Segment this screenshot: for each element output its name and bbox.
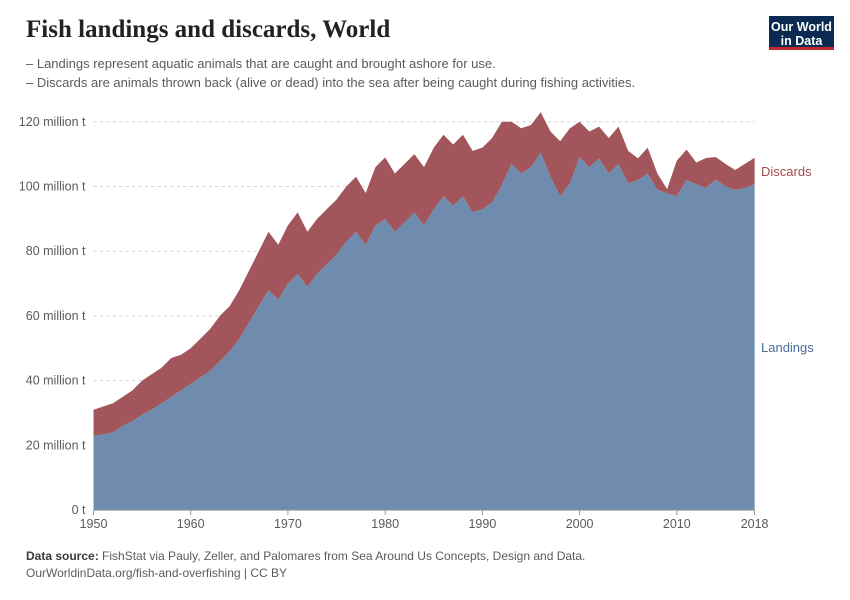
svg-text:120 million t: 120 million t <box>19 115 86 129</box>
svg-text:2018: 2018 <box>741 517 769 531</box>
svg-text:1960: 1960 <box>177 517 205 531</box>
svg-text:1980: 1980 <box>371 517 399 531</box>
svg-text:Landings: Landings <box>761 340 814 355</box>
svg-text:Discards: Discards <box>761 164 812 179</box>
svg-text:60 million t: 60 million t <box>26 309 86 323</box>
svg-text:1990: 1990 <box>468 517 496 531</box>
svg-text:1950: 1950 <box>80 517 108 531</box>
svg-text:2010: 2010 <box>663 517 691 531</box>
svg-text:20 million t: 20 million t <box>26 438 86 452</box>
svg-text:1970: 1970 <box>274 517 302 531</box>
svg-text:80 million t: 80 million t <box>26 244 86 258</box>
svg-text:0 t: 0 t <box>72 503 86 517</box>
svg-text:40 million t: 40 million t <box>26 374 86 388</box>
svg-text:100 million t: 100 million t <box>19 180 86 194</box>
svg-text:2000: 2000 <box>566 517 594 531</box>
